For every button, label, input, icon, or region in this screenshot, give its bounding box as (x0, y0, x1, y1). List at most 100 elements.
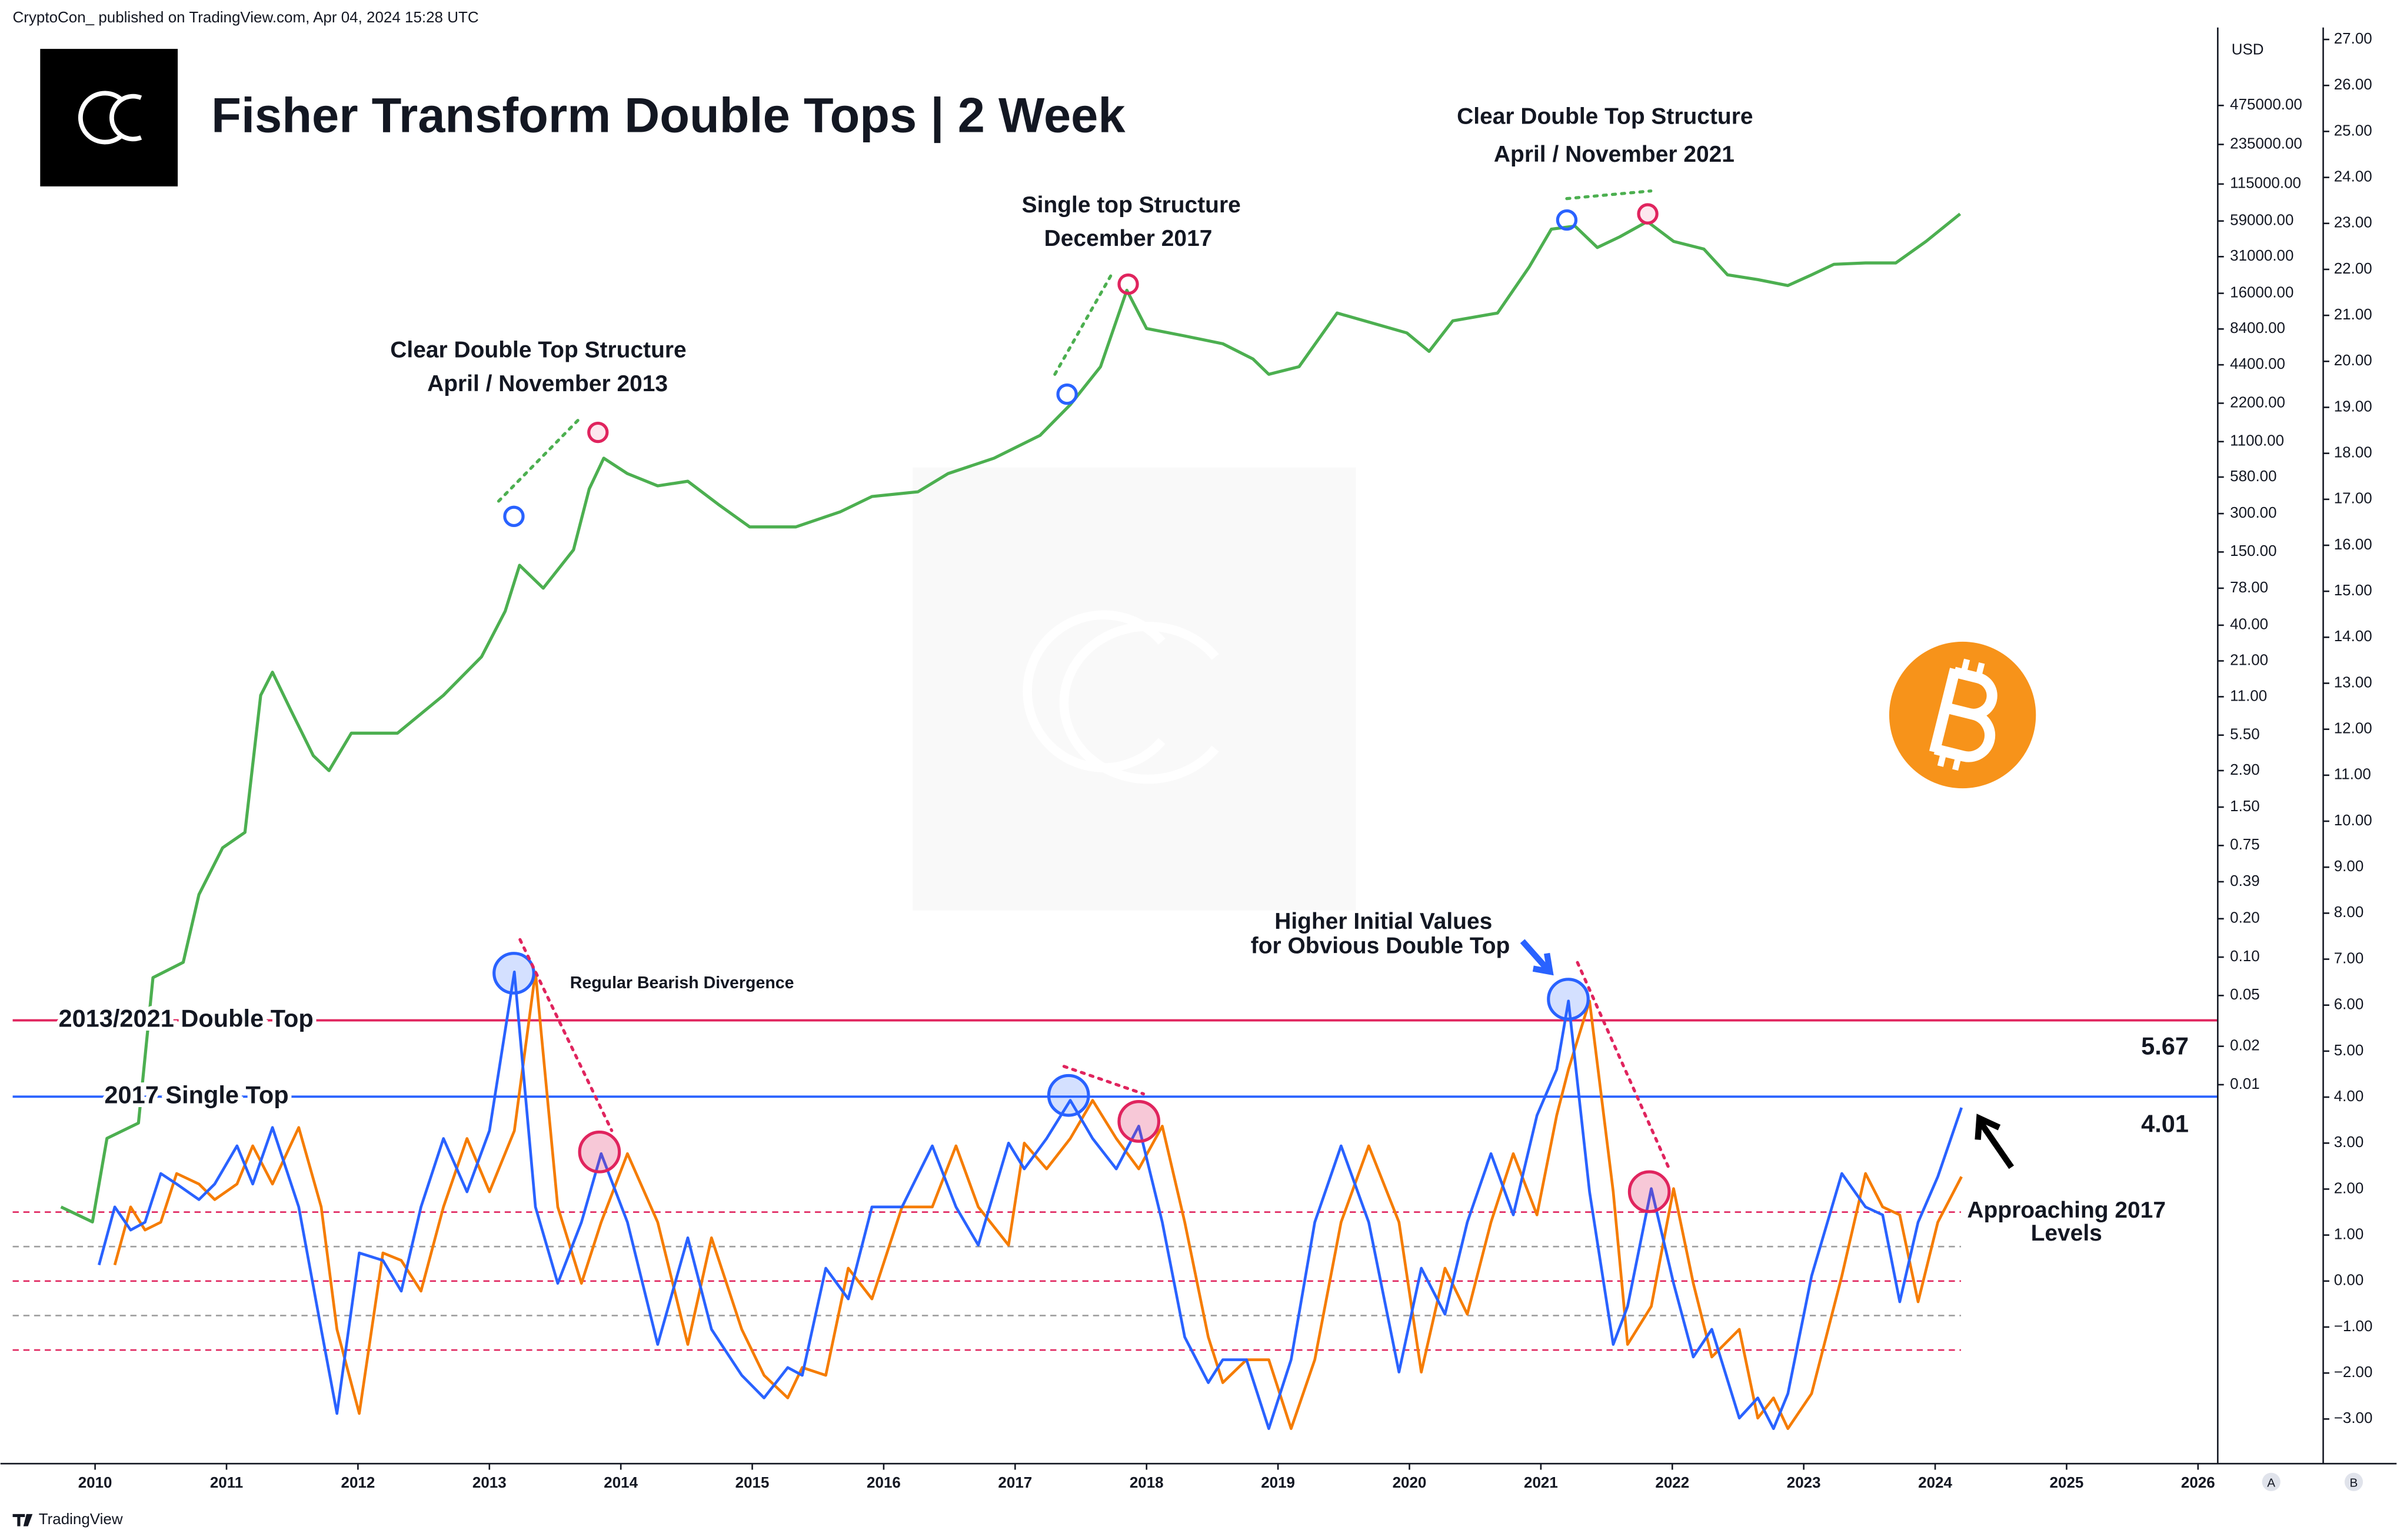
y2-tick-label: 21.00 (2334, 305, 2372, 323)
y-tick-label: 8400.00 (2230, 319, 2285, 336)
x-tick-label: 2024 (1918, 1474, 1952, 1491)
y-tick-label: 59000.00 (2230, 211, 2293, 229)
marker (1547, 978, 1590, 1021)
y2-tick-label: 12.00 (2334, 719, 2372, 737)
y2-tick-label: 10.00 (2334, 811, 2372, 829)
x-tick-label: 2021 (1524, 1474, 1558, 1491)
y2-tick-label: 8.00 (2334, 903, 2364, 921)
x-tick-label: 2019 (1261, 1474, 1295, 1491)
arrow (1520, 939, 1554, 976)
y2-tick-label: 14.00 (2334, 627, 2372, 645)
marker (578, 1130, 621, 1174)
y-tick-label: 4400.00 (2230, 355, 2285, 372)
marker (1627, 1170, 1671, 1214)
y2-tick-label: 11.00 (2334, 765, 2371, 783)
y2-tick-label: 7.00 (2334, 949, 2364, 966)
marker (1637, 203, 1659, 225)
x-tick-label: 2018 (1130, 1474, 1164, 1491)
x-tick-label: 2010 (78, 1474, 112, 1491)
y2-tick-label: 20.00 (2334, 351, 2372, 369)
scale-button-label[interactable]: B (2350, 1476, 2358, 1489)
y2-tick-label: 1.00 (2334, 1225, 2364, 1242)
y-tick-label: 11.00 (2230, 686, 2267, 704)
annotation: Clear Double Top Structure (1457, 104, 1753, 129)
fisher-line (113, 971, 1963, 1431)
scale-button[interactable] (2262, 1472, 2281, 1491)
x-tick-label: 2025 (2050, 1474, 2084, 1491)
y-tick-label: 150.00 (2230, 542, 2276, 559)
annotation: December 2017 (1044, 226, 1213, 251)
scale-button-label[interactable]: A (2267, 1476, 2275, 1489)
arrow (1975, 1114, 2014, 1169)
annotation: Higher Initial Values (1274, 909, 1492, 934)
y-tick-label: 16000.00 (2230, 283, 2293, 301)
marker (1056, 383, 1078, 405)
plot (12, 212, 2218, 1431)
reference-label: 2017 Single Top (104, 1081, 288, 1108)
y2-tick-label: 13.00 (2334, 673, 2372, 691)
price-line (60, 212, 1962, 1224)
markers (492, 189, 2014, 1214)
y2-tick-label: −2.00 (2334, 1363, 2373, 1381)
y2-tick-label: 16.00 (2334, 535, 2372, 553)
y-tick-label: 40.00 (2230, 615, 2268, 633)
y2-tick-label: 0.00 (2334, 1271, 2364, 1289)
y2-tick-label: 3.00 (2334, 1133, 2364, 1151)
annotation: April / November 2013 (427, 371, 668, 396)
y2-tick-label: 17.00 (2334, 489, 2372, 507)
y2-tick-label: 18.00 (2334, 444, 2372, 461)
y-tick-label: 31000.00 (2230, 246, 2293, 264)
annotation: for Obvious Double Top (1251, 934, 1510, 959)
y2-tick-label: 5.00 (2334, 1041, 2364, 1059)
footer: TradingView (39, 1510, 123, 1528)
y-tick-label: 78.00 (2230, 578, 2268, 596)
reference-value: 5.67 (2141, 1032, 2189, 1059)
reference-label: 2013/2021 Double Top (58, 1005, 313, 1032)
marker (587, 421, 609, 444)
y2-tick-label: 15.00 (2334, 581, 2372, 599)
fisher-line (98, 971, 1963, 1431)
marker (1117, 273, 1139, 295)
y-tick-label: 0.39 (2230, 872, 2260, 889)
y-tick-label: 580.00 (2230, 467, 2276, 485)
y-tick-label: 235000.00 (2230, 134, 2302, 152)
y2-tick-label: 4.00 (2334, 1087, 2364, 1105)
divergence-line (518, 938, 1671, 1171)
y-tick-label: 0.05 (2230, 985, 2260, 1003)
y-tick-label: 0.75 (2230, 835, 2260, 853)
marker (492, 952, 535, 995)
y2-tick-label: 6.00 (2334, 995, 2364, 1013)
watermark-logo (1023, 610, 1219, 784)
price-unit: USD (2232, 41, 2264, 58)
annotation: Regular Bearish Divergence (570, 974, 794, 992)
y2-tick-label: 23.00 (2334, 214, 2372, 231)
y2-tick-label: −1.00 (2334, 1317, 2373, 1335)
watermark (913, 467, 1356, 911)
y-tick-label: 0.02 (2230, 1036, 2260, 1054)
x-tick-label: 2020 (1393, 1474, 1427, 1491)
scale-buttons[interactable]: A B (2262, 1472, 2363, 1491)
x-tick-label: 2017 (998, 1474, 1032, 1491)
annotation: Levels (2031, 1221, 2102, 1246)
x-tick-label: 2023 (1787, 1474, 1821, 1491)
x-tick-label: 2012 (341, 1474, 375, 1491)
y2-tick-label: 2.00 (2334, 1179, 2364, 1196)
bitcoin-b (1929, 658, 1998, 771)
y2-tick-label: 9.00 (2334, 857, 2364, 875)
y-tick-label: 2200.00 (2230, 393, 2285, 411)
x-tick-label: 2015 (735, 1474, 770, 1491)
annotation: April / November 2021 (1494, 142, 1735, 167)
annotation: Single top Structure (1022, 192, 1241, 218)
y-tick-label: 300.00 (2230, 504, 2276, 521)
y-tick-label: 0.01 (2230, 1075, 2260, 1092)
marker (1556, 209, 1578, 231)
logo-box (40, 49, 178, 186)
publisher: CryptoCon_ published on TradingView.com,… (13, 8, 479, 26)
y2-tick-label: 27.00 (2334, 29, 2372, 47)
scale-button[interactable] (2344, 1472, 2363, 1491)
y-tick-label: 1100.00 (2230, 432, 2284, 449)
divergence-line (497, 189, 1653, 503)
y-tick-label: 0.20 (2230, 909, 2260, 926)
marker (503, 505, 525, 528)
